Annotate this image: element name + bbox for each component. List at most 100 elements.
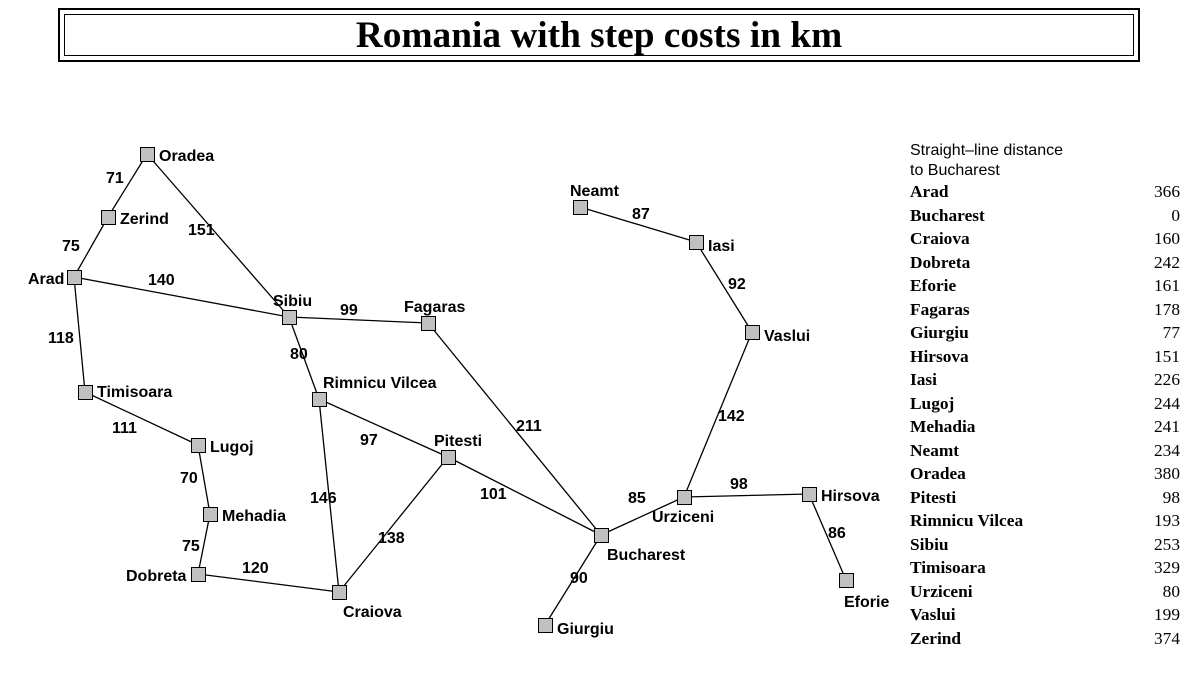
distance-row: Bucharest 0 [910,206,1180,226]
distance-city: Oradea [910,464,966,484]
node-label-Fagaras: Fagaras [404,299,465,317]
diagram-canvas: Romania with step costs in km OradeaZeri… [0,0,1197,688]
distance-value: 244 [1154,394,1180,414]
distance-row: Craiova160 [910,229,1180,249]
distance-row: Zerind 374 [910,629,1180,649]
edge-cost-Zerind-Arad: 75 [62,238,80,256]
distance-value: 178 [1154,300,1180,320]
distance-row: Neamt234 [910,441,1180,461]
edge-Arad-Sibiu [74,277,289,317]
node-label-Craiova: Craiova [343,604,402,622]
node-Giurgiu [538,618,553,633]
edge-Fagaras-Bucharest [428,323,601,535]
node-Craiova [332,585,347,600]
edge-cost-Sibiu-Fagaras: 99 [340,302,358,320]
distance-city: Dobreta [910,253,970,273]
distance-value: 0 [1171,206,1180,226]
edge-cost-Bucharest-Urziceni: 85 [628,490,646,508]
edge-cost-Oradea-Zerind: 71 [106,170,124,188]
distance-value: 329 [1154,558,1180,578]
distance-value: 374 [1154,629,1180,649]
node-Bucharest [594,528,609,543]
distance-value: 77 [1163,323,1180,343]
edge-Oradea-Sibiu [147,154,289,317]
distance-row: Rimnicu Vilcea193 [910,511,1180,531]
distance-city: Sibiu [910,535,949,555]
node-label-Oradea: Oradea [159,148,214,166]
edge-cost-Bucharest-Giurgiu: 90 [570,570,588,588]
node-Mehadia [203,507,218,522]
node-Arad [67,270,82,285]
edge-Lugoj-Mehadia [198,445,210,514]
distance-value: 161 [1154,276,1180,296]
edge-cost-Pitesti-Craiova: 138 [378,530,405,548]
node-label-Hirsova: Hirsova [821,488,880,506]
distance-value: 242 [1154,253,1180,273]
node-label-Arad: Arad [28,271,64,289]
node-Oradea [140,147,155,162]
distance-row: Iasi226 [910,370,1180,390]
node-RimnicuVilcea [312,392,327,407]
edge-cost-Arad-Sibiu: 140 [148,272,175,290]
node-Vaslui [745,325,760,340]
edge-RimnicuVilcea-Pitesti [319,399,448,457]
node-label-Mehadia: Mehadia [222,508,286,526]
distance-value: 160 [1154,229,1180,249]
distance-city: Bucharest [910,206,985,226]
node-label-Dobreta: Dobreta [126,568,186,586]
edge-cost-Oradea-Sibiu: 151 [188,222,215,240]
distance-city: Arad [910,182,949,202]
node-Lugoj [191,438,206,453]
distance-city: Mehadia [910,417,975,437]
node-label-Neamt: Neamt [570,183,619,201]
edge-cost-Arad-Timisoara: 118 [48,330,74,348]
distance-table-title-line2: to Bucharest [910,162,1000,180]
node-label-RimnicuVilcea: Rimnicu Vilcea [323,375,437,393]
node-label-Eforie: Eforie [844,594,889,612]
distance-row: Hirsova 151 [910,347,1180,367]
node-label-Giurgiu: Giurgiu [557,621,614,639]
distance-row: Arad 366 [910,182,1180,202]
distance-city: Hirsova [910,347,969,367]
node-label-Bucharest: Bucharest [607,547,685,565]
distance-value: 80 [1163,582,1180,602]
edge-cost-Timisoara-Lugoj: 111 [112,420,137,438]
edge-cost-Urziceni-Vaslui: 142 [718,408,745,426]
distance-value: 241 [1154,417,1180,437]
distance-city: Urziceni [910,582,973,602]
edge-Arad-Timisoara [74,277,85,392]
edge-cost-RimnicuVilcea-Craiova: 146 [310,490,337,508]
edge-cost-Urziceni-Hirsova: 98 [730,476,748,494]
node-label-Urziceni: Urziceni [652,509,714,527]
node-Fagaras [421,316,436,331]
node-Dobreta [191,567,206,582]
node-Timisoara [78,385,93,400]
node-label-Timisoara: Timisoara [97,384,172,402]
distance-city: Lugoj [910,394,954,414]
distance-city: Timisoara [910,558,986,578]
distance-row: Eforie 161 [910,276,1180,296]
node-Neamt [573,200,588,215]
distance-city: Zerind [910,629,961,649]
distance-row: Sibiu253 [910,535,1180,555]
node-Zerind [101,210,116,225]
edge-Urziceni-Hirsova [684,494,809,497]
edge-cost-Mehadia-Dobreta: 75 [182,538,200,556]
distance-value: 193 [1154,511,1180,531]
distance-value: 380 [1154,464,1180,484]
distance-value: 151 [1154,347,1180,367]
edge-Sibiu-Fagaras [289,317,428,323]
distance-row: Oradea 380 [910,464,1180,484]
edge-cost-Dobreta-Craiova: 120 [242,560,269,578]
distance-value: 226 [1154,370,1180,390]
node-Pitesti [441,450,456,465]
edge-cost-Fagaras-Bucharest: 211 [516,418,542,436]
distance-city: Eforie [910,276,956,296]
edge-cost-Pitesti-Bucharest: 101 [480,486,507,504]
distance-value: 234 [1154,441,1180,461]
distance-row: Pitesti98 [910,488,1180,508]
distance-value: 98 [1163,488,1180,508]
distance-row: Mehadia 241 [910,417,1180,437]
distance-value: 366 [1154,182,1180,202]
edge-Pitesti-Craiova [339,457,448,592]
